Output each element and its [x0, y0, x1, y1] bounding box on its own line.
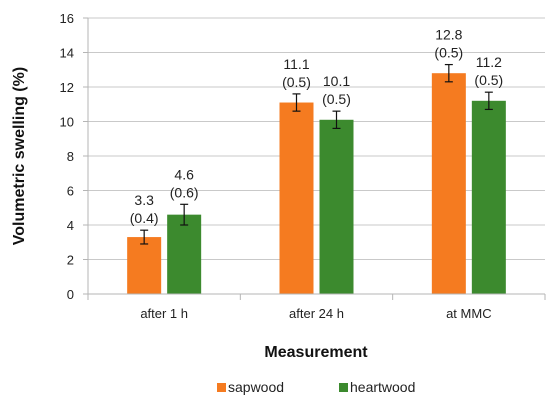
legend-label-sapwood: sapwood [228, 379, 284, 395]
x-axis-ticks: after 1 h after 24 h at MMC [87, 294, 546, 321]
y-tick-label: 4 [67, 218, 74, 233]
y-tick-label: 10 [60, 115, 74, 130]
sapwood-bar [431, 73, 466, 294]
y-tick-label: 12 [60, 80, 74, 95]
sapwood-error-label: (0.5) [282, 74, 311, 90]
gridlines [88, 17, 545, 260]
y-tick-label: 8 [67, 149, 74, 164]
y-axis-ticks: 0 2 4 6 8 10 12 14 16 [60, 11, 88, 302]
y-tick-label: 16 [60, 11, 74, 26]
x-tick-label: after 1 h [140, 306, 188, 321]
sapwood-value-label: 3.3 [134, 192, 154, 208]
legend-swatch-heartwood [339, 383, 348, 392]
heartwood-value-label: 11.2 [476, 54, 502, 70]
sapwood-value-label: 12.8 [435, 27, 462, 43]
x-axis-title: Measurement [264, 344, 368, 361]
heartwood-error-label: (0.6) [170, 184, 199, 200]
y-tick-label: 14 [60, 46, 74, 61]
heartwood-error-label: (0.5) [322, 91, 351, 107]
heartwood-value-label: 4.6 [174, 166, 194, 182]
y-tick-label: 2 [67, 253, 74, 268]
y-tick-label: 6 [67, 184, 74, 199]
y-axis-title: Volumetric swelling (%) [11, 67, 28, 245]
sapwood-error-label: (0.5) [434, 45, 463, 61]
data-labels: 3.3 (0.4) 4.6 (0.6) 11.1 (0.5) 10.1 (0.5) 12.8 (0… [130, 27, 503, 227]
heartwood-error-label: (0.5) [474, 72, 503, 88]
heartwood-bar [471, 100, 506, 294]
sapwood-value-label: 11.1 [283, 56, 309, 72]
bars [127, 73, 506, 295]
heartwood-value-label: 10.1 [323, 73, 350, 89]
y-tick-label: 0 [67, 287, 74, 302]
sapwood-bar [279, 102, 314, 295]
legend: sapwood heartwood [217, 379, 415, 395]
sapwood-error-label: (0.4) [130, 210, 159, 226]
heartwood-bar [167, 214, 202, 294]
heartwood-bar [319, 119, 354, 295]
legend-swatch-sapwood [217, 383, 226, 392]
x-tick-label: at MMC [446, 306, 492, 321]
error-bars [140, 63, 493, 245]
x-tick-label: after 24 h [289, 306, 344, 321]
legend-label-heartwood: heartwood [350, 379, 415, 395]
sapwood-bar [127, 237, 162, 294]
